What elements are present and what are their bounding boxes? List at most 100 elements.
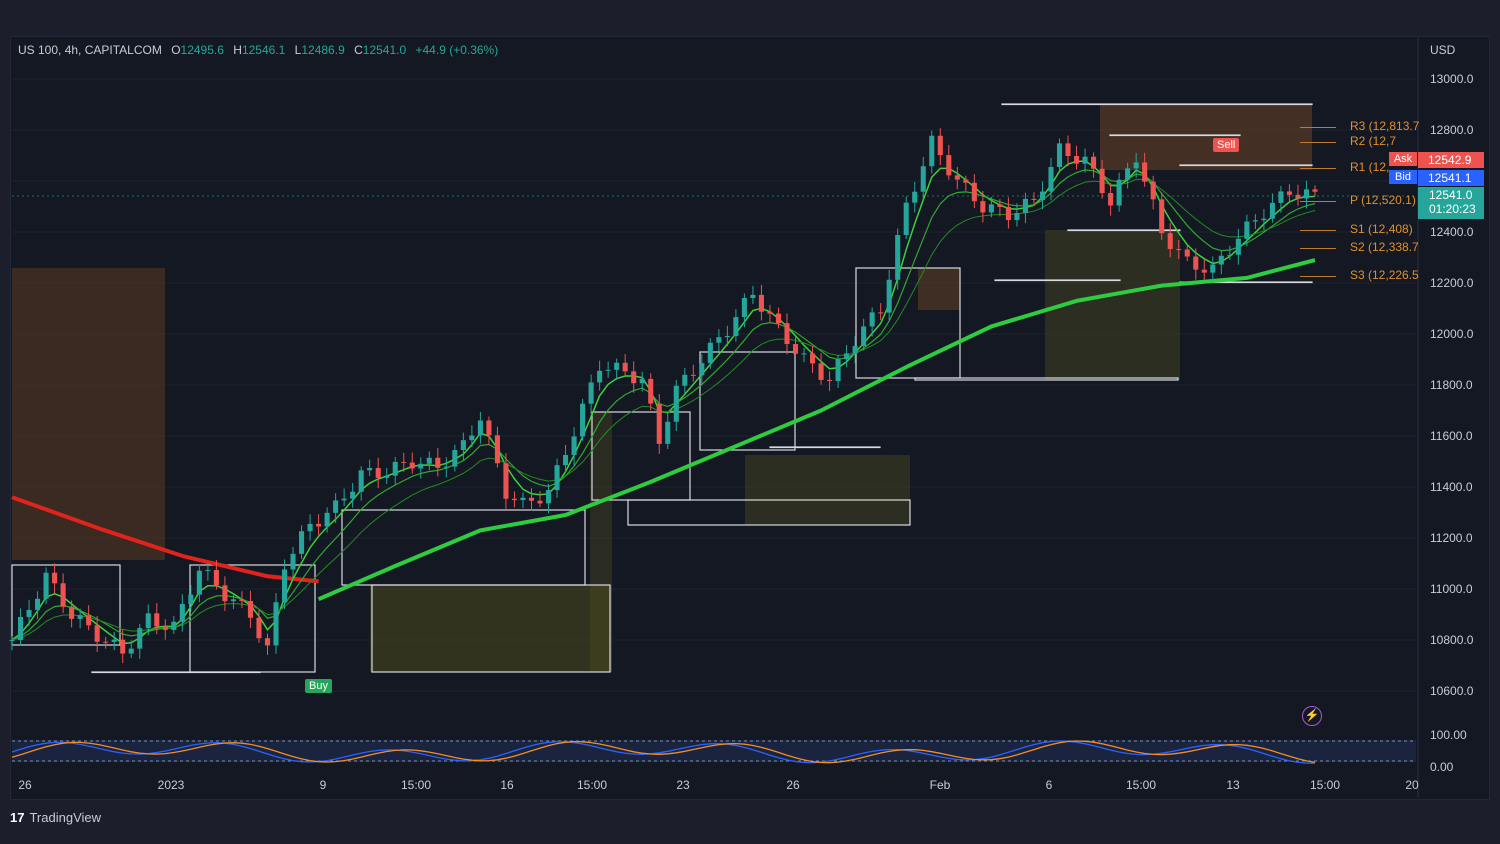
pivot-line [1300, 141, 1336, 143]
x-tick-label: 20 [1405, 778, 1419, 792]
candle-body [775, 313, 782, 324]
x-tick-label: 15:00 [576, 778, 608, 792]
candle-body [1295, 194, 1301, 199]
high-label: H [233, 43, 242, 57]
candle-body [682, 374, 688, 386]
ask-tag: Ask [1389, 152, 1417, 166]
pivot-line [1300, 168, 1336, 170]
candle-body [937, 135, 943, 156]
symbol-title: US 100, 4h, CAPITALCOM [18, 43, 162, 57]
candle-body [792, 344, 799, 354]
range-box [1067, 229, 1181, 232]
pivot-label: R3 (12,813.7 [1350, 118, 1420, 133]
y-tick-label: 12400.0 [1430, 225, 1474, 239]
candle-body [162, 626, 168, 630]
candle-body [77, 615, 83, 619]
candle-body [435, 457, 441, 468]
x-tick-label: 15:00 [400, 778, 432, 792]
candle-body [605, 369, 611, 371]
x-tick-label: 6 [1045, 778, 1053, 792]
pivot-label: S2 (12,338.7 [1350, 239, 1419, 254]
ask-price: 12542.9 [1418, 152, 1484, 168]
candle-body [154, 613, 160, 627]
candle-body [103, 641, 109, 643]
range-box [627, 499, 911, 526]
candle-body [443, 466, 449, 468]
candle-body [69, 606, 75, 619]
candle-body [741, 298, 747, 318]
pivot-line [1300, 276, 1336, 278]
x-tick-label: Feb [929, 778, 951, 792]
candle-body [699, 363, 705, 376]
candle-body [1142, 162, 1148, 182]
candle-body [392, 461, 398, 476]
candle-body [222, 585, 228, 602]
symbol-header: US 100, 4h, CAPITALCOM O12495.6 H12546.1… [18, 43, 498, 57]
y-tick-label: 12800.0 [1430, 123, 1474, 137]
range-box [1179, 164, 1313, 167]
candle-body [120, 639, 126, 654]
cloud-zone [1100, 104, 1312, 170]
range-box [994, 279, 1121, 282]
cloud-zone [590, 412, 612, 672]
y-tick-label: 13000.0 [1430, 72, 1474, 86]
candle-body [588, 382, 594, 404]
candle-body [1184, 249, 1190, 257]
candle-body [205, 570, 211, 572]
candle-body [673, 385, 679, 422]
candle-body [401, 461, 407, 463]
candle-body [1056, 143, 1063, 168]
candle-body [1210, 264, 1216, 273]
x-tick-label: 16 [500, 778, 514, 792]
candle-body [350, 491, 356, 499]
candle-body [213, 570, 219, 586]
candle-body [946, 155, 952, 176]
candle-body [963, 179, 969, 183]
candle-body [1286, 191, 1292, 195]
range-box [769, 446, 881, 449]
x-tick-label: 15:00 [1309, 778, 1341, 792]
candle-body [35, 598, 41, 610]
candle-body [1244, 221, 1250, 239]
pivot-line [1300, 229, 1336, 231]
candle-body [426, 457, 432, 464]
candle-body [1278, 191, 1284, 203]
lightning-icon[interactable]: ⚡ [1302, 706, 1322, 726]
high-value: 12546.1 [241, 43, 286, 57]
candle-body [869, 312, 875, 327]
candle-body [537, 500, 543, 504]
candle-body [1031, 198, 1037, 200]
candle-body [1125, 168, 1131, 180]
moving-averages [11, 160, 1316, 645]
candle-body [954, 175, 960, 180]
osc-tick-100: 100.00 [1430, 728, 1467, 742]
candle-body [614, 362, 620, 370]
candle-body [1218, 255, 1224, 265]
candle-body [724, 335, 730, 338]
candle-body [384, 475, 390, 478]
ema-ribbon-line [11, 169, 1316, 641]
cloud-zone [918, 268, 960, 310]
currency-label[interactable]: USD [1430, 43, 1456, 57]
pivot-line [1300, 247, 1336, 249]
candle-body [631, 371, 637, 384]
candle-body [477, 420, 483, 436]
open-value: 12495.6 [180, 43, 224, 57]
osc-tick-0: 0.00 [1430, 760, 1454, 774]
candle-body [52, 572, 58, 584]
candle-body [801, 353, 807, 355]
candle-body [750, 294, 756, 299]
candle-body [733, 317, 739, 336]
candle-body [571, 436, 577, 455]
last-price-box: 12541.0 01:20:23 [1418, 187, 1484, 219]
candle-body [9, 640, 15, 641]
candle-body [17, 616, 24, 640]
candle-body [1235, 238, 1241, 255]
tradingview-logo[interactable]: 17 TradingView [10, 810, 101, 825]
buy-signal: Buy [305, 679, 332, 693]
candle-body [665, 421, 671, 444]
y-tick-label: 11200.0 [1430, 531, 1473, 545]
candle-body [1108, 193, 1114, 206]
bar-countdown: 01:20:23 [1429, 202, 1476, 216]
